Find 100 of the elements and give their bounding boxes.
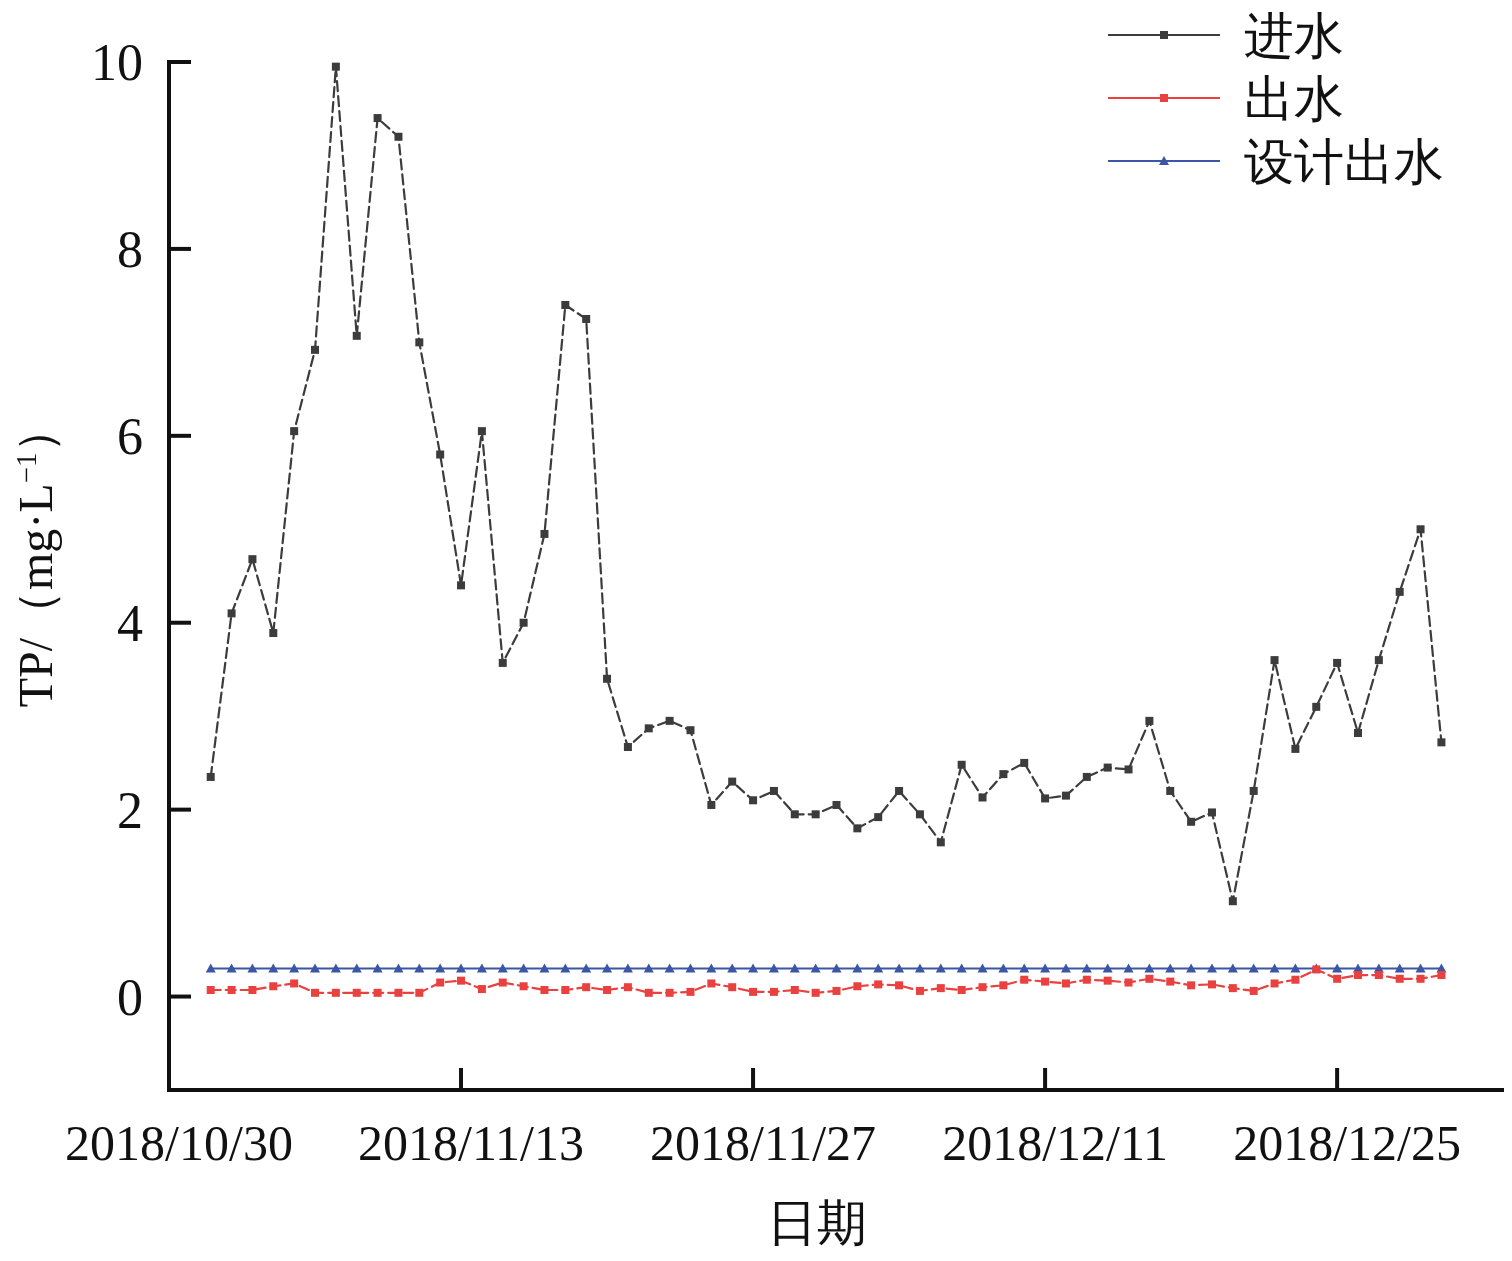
point (226, 963, 237, 973)
point (768, 963, 779, 973)
legend-label: 设计出水 (1244, 134, 1444, 190)
point (790, 810, 799, 819)
point (957, 986, 966, 994)
point (519, 982, 528, 991)
point (1206, 963, 1217, 973)
point (1123, 963, 1134, 973)
x-axis-title: 日期 (766, 1195, 867, 1251)
point (1166, 786, 1175, 795)
point (561, 986, 570, 994)
point (1102, 963, 1113, 973)
point (540, 986, 549, 994)
point (518, 963, 529, 973)
x-tick-label: 2018/12/11 (942, 1115, 1169, 1171)
point (435, 963, 446, 973)
x-tick-label: 2018/10/30 (65, 1115, 293, 1171)
point (561, 300, 570, 309)
point (436, 978, 445, 987)
point (622, 963, 633, 973)
point (1020, 975, 1029, 984)
point (832, 800, 841, 809)
point (539, 963, 550, 973)
point (623, 983, 632, 992)
point (978, 983, 987, 992)
point (1270, 656, 1279, 665)
point (269, 982, 278, 991)
point (1394, 963, 1405, 973)
point (1124, 978, 1133, 987)
point (727, 963, 738, 973)
point (1437, 738, 1446, 747)
x-tick-label: 2018/12/25 (1233, 1115, 1462, 1171)
point (560, 963, 571, 973)
point (1207, 808, 1216, 817)
point (268, 963, 279, 973)
point (1333, 658, 1342, 667)
point (498, 658, 507, 667)
point (706, 963, 717, 973)
point (769, 987, 778, 996)
y-tick-label: 8 (117, 220, 143, 278)
point (936, 984, 945, 993)
point (644, 724, 653, 733)
point (1269, 963, 1280, 973)
point (373, 988, 382, 997)
point (1166, 977, 1175, 986)
point (414, 963, 425, 973)
point (415, 988, 424, 997)
point (1020, 758, 1029, 767)
point (874, 980, 883, 989)
point (935, 963, 946, 973)
point (311, 345, 320, 354)
point (790, 986, 799, 994)
point (1248, 963, 1259, 973)
point (206, 986, 215, 994)
point (1353, 729, 1362, 737)
point (1041, 977, 1050, 986)
point (1103, 976, 1112, 985)
y-tick-label: 2 (117, 781, 143, 839)
point (1144, 963, 1155, 973)
point (749, 796, 758, 805)
point (331, 62, 340, 71)
point (206, 772, 215, 781)
point (582, 983, 591, 992)
point (831, 963, 842, 973)
point (456, 963, 467, 973)
point (1333, 974, 1342, 983)
point (895, 981, 904, 990)
point (1124, 765, 1133, 774)
point (665, 716, 674, 725)
point (728, 983, 737, 992)
point (497, 963, 508, 973)
point (393, 963, 404, 973)
point (289, 963, 300, 973)
point (602, 963, 613, 973)
point (1061, 791, 1070, 800)
point (1145, 974, 1154, 983)
point (789, 963, 800, 973)
point (1374, 656, 1383, 665)
point (540, 529, 549, 538)
point (853, 982, 862, 991)
point (1187, 817, 1196, 826)
point (915, 810, 924, 819)
point (476, 963, 487, 973)
point (1228, 897, 1237, 906)
point (1227, 963, 1238, 973)
point (686, 987, 695, 996)
point (372, 963, 383, 973)
point (1228, 984, 1237, 993)
point (290, 979, 299, 988)
point (394, 988, 403, 997)
point (1041, 794, 1050, 803)
y-tick-label: 6 (117, 407, 143, 465)
point (1415, 963, 1426, 973)
point (643, 963, 654, 973)
point (227, 986, 236, 994)
point (1249, 986, 1258, 995)
point (957, 760, 966, 769)
point (1312, 702, 1321, 711)
point (330, 963, 341, 973)
point (748, 963, 759, 973)
